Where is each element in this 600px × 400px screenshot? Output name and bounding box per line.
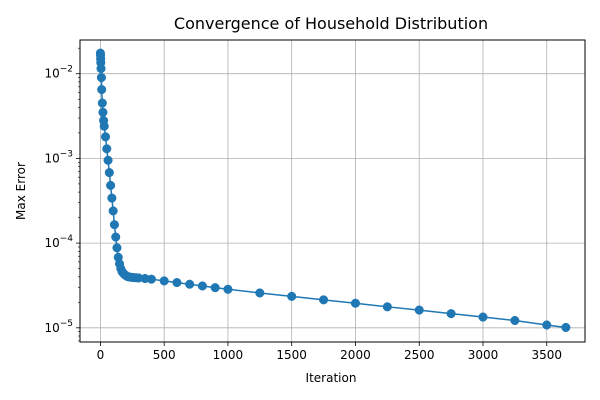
data-point <box>210 283 220 293</box>
x-tick-label: 1000 <box>213 348 244 362</box>
data-point <box>478 312 488 322</box>
plot-frame <box>79 39 586 343</box>
data-point <box>319 295 329 305</box>
data-point <box>446 309 456 319</box>
y-axis-ticks: 10−5 10−4 10−3 10−2 <box>44 47 80 342</box>
data-point <box>382 302 392 312</box>
data-point <box>185 279 195 289</box>
x-tick-label: 1500 <box>276 348 307 362</box>
data-point <box>99 121 109 131</box>
data-point <box>97 98 107 108</box>
series <box>95 48 571 333</box>
data-point <box>100 132 111 142</box>
data-point <box>561 322 571 333</box>
x-tick-label: 2500 <box>404 348 435 362</box>
data-point <box>197 281 207 291</box>
data-point <box>97 85 107 95</box>
data-point <box>102 144 112 154</box>
grid <box>80 40 585 342</box>
data-point <box>542 320 552 330</box>
data-point <box>108 206 118 216</box>
y-axis-label: Max Error <box>14 162 28 220</box>
data-point <box>223 284 233 294</box>
y-tick-label: 10−2 <box>44 65 73 81</box>
data-point <box>414 305 424 315</box>
x-tick-label: 3500 <box>531 348 562 362</box>
x-axis-label: Iteration <box>306 371 357 385</box>
data-point <box>159 276 169 286</box>
data-point <box>98 107 108 117</box>
x-tick-label: 500 <box>153 348 176 362</box>
y-tick-label: 10−3 <box>44 149 73 165</box>
y-tick-label: 10−4 <box>44 234 73 250</box>
data-point <box>146 274 156 284</box>
data-point <box>96 64 106 74</box>
x-tick-label: 3000 <box>468 348 499 362</box>
y-tick-label: 10−5 <box>44 319 73 335</box>
data-point <box>350 298 361 308</box>
data-point <box>111 232 121 242</box>
data-point <box>103 155 113 165</box>
data-point <box>112 243 122 253</box>
plot-area <box>80 40 585 342</box>
chart-title: Convergence of Household Distribution <box>174 14 488 33</box>
data-point <box>255 288 265 298</box>
data-point <box>96 73 106 83</box>
data-point <box>107 193 117 203</box>
data-point <box>106 180 116 190</box>
data-point <box>109 220 119 230</box>
x-tick-label: 2000 <box>340 348 371 362</box>
data-point <box>510 315 520 326</box>
data-point <box>172 278 182 288</box>
x-tick-label: 0 <box>97 348 105 362</box>
x-axis-ticks: 0 500 1000 1500 2000 2500 3000 3500 <box>97 342 562 362</box>
data-point <box>104 168 114 178</box>
data-point <box>287 291 297 301</box>
